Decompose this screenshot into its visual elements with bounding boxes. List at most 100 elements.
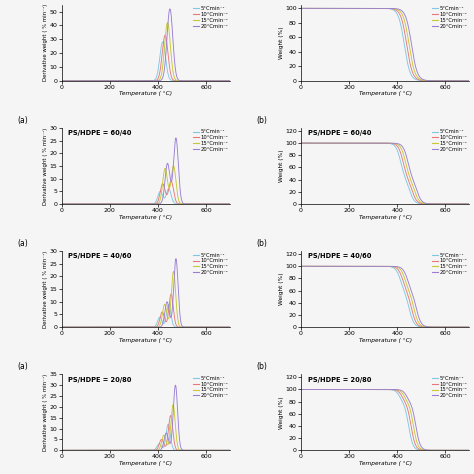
- 10°Cmin⁻¹: [298, 140, 304, 146]
- 10°Cmin⁻¹: [430, 78, 436, 83]
- 5°Cmin⁻¹: [380, 6, 385, 11]
- 15°Cmin⁻¹: [222, 324, 228, 330]
- 20°Cmin⁻¹: [191, 201, 197, 207]
- 15°Cmin⁻¹: [141, 78, 146, 83]
- 10°Cmin⁻¹: [466, 324, 472, 330]
- 20°Cmin⁻¹: [191, 78, 197, 83]
- 20°Cmin⁻¹: [462, 447, 467, 453]
- X-axis label: Temperature ( °C): Temperature ( °C): [358, 215, 411, 219]
- 20°Cmin⁻¹: [67, 447, 73, 453]
- Text: PS/HDPE = 40/60: PS/HDPE = 40/60: [308, 254, 371, 259]
- Text: (b): (b): [256, 362, 267, 371]
- 15°Cmin⁻¹: [462, 324, 467, 330]
- 15°Cmin⁻¹: [67, 324, 73, 330]
- 20°Cmin⁻¹: [307, 140, 312, 146]
- 15°Cmin⁻¹: [380, 264, 385, 269]
- 5°Cmin⁻¹: [466, 201, 472, 207]
- 20°Cmin⁻¹: [227, 447, 233, 453]
- 15°Cmin⁻¹: [380, 387, 385, 392]
- 20°Cmin⁻¹: [380, 140, 385, 146]
- 10°Cmin⁻¹: [375, 140, 381, 146]
- 5°Cmin⁻¹: [298, 6, 304, 11]
- Line: 20°Cmin⁻¹: 20°Cmin⁻¹: [62, 9, 230, 81]
- X-axis label: Temperature ( °C): Temperature ( °C): [119, 215, 173, 219]
- 15°Cmin⁻¹: [307, 6, 312, 11]
- Line: 5°Cmin⁻¹: 5°Cmin⁻¹: [62, 424, 230, 450]
- 15°Cmin⁻¹: [191, 447, 197, 453]
- 20°Cmin⁻¹: [307, 264, 312, 269]
- 20°Cmin⁻¹: [222, 78, 228, 83]
- Line: 20°Cmin⁻¹: 20°Cmin⁻¹: [62, 385, 230, 450]
- 10°Cmin⁻¹: [67, 201, 73, 207]
- 15°Cmin⁻¹: [307, 264, 312, 269]
- 15°Cmin⁻¹: [227, 78, 233, 83]
- 10°Cmin⁻¹: [67, 78, 73, 83]
- 15°Cmin⁻¹: [462, 78, 467, 83]
- Y-axis label: Derivative weight ( % min⁻¹): Derivative weight ( % min⁻¹): [43, 250, 48, 328]
- 5°Cmin⁻¹: [375, 6, 381, 11]
- 5°Cmin⁻¹: [375, 264, 381, 269]
- 10°Cmin⁻¹: [380, 387, 385, 392]
- Y-axis label: Derivative weight ( % min⁻¹): Derivative weight ( % min⁻¹): [43, 128, 48, 205]
- 20°Cmin⁻¹: [222, 447, 228, 453]
- 10°Cmin⁻¹: [141, 324, 146, 330]
- 15°Cmin⁻¹: [227, 201, 233, 207]
- 20°Cmin⁻¹: [136, 447, 142, 453]
- 5°Cmin⁻¹: [227, 78, 233, 83]
- 5°Cmin⁻¹: [59, 447, 64, 453]
- Text: (b): (b): [256, 239, 267, 248]
- 20°Cmin⁻¹: [227, 78, 233, 83]
- 5°Cmin⁻¹: [166, 186, 172, 191]
- Y-axis label: Weight (%): Weight (%): [279, 273, 283, 305]
- Y-axis label: Weight (%): Weight (%): [279, 27, 283, 59]
- 10°Cmin⁻¹: [298, 387, 304, 392]
- 20°Cmin⁻¹: [307, 6, 312, 11]
- Line: 15°Cmin⁻¹: 15°Cmin⁻¹: [62, 166, 230, 204]
- 10°Cmin⁻¹: [59, 447, 64, 453]
- 10°Cmin⁻¹: [227, 201, 233, 207]
- 10°Cmin⁻¹: [136, 78, 142, 83]
- 5°Cmin⁻¹: [222, 324, 228, 330]
- 5°Cmin⁻¹: [67, 447, 73, 453]
- 15°Cmin⁻¹: [462, 78, 467, 83]
- 15°Cmin⁻¹: [141, 324, 146, 330]
- Line: 10°Cmin⁻¹: 10°Cmin⁻¹: [62, 181, 230, 204]
- 10°Cmin⁻¹: [298, 264, 304, 269]
- Legend: 5°Cmin⁻¹, 10°Cmin⁻¹, 15°Cmin⁻¹, 20°Cmin⁻¹: 5°Cmin⁻¹, 10°Cmin⁻¹, 15°Cmin⁻¹, 20°Cmin⁻…: [192, 6, 229, 29]
- 20°Cmin⁻¹: [67, 201, 73, 207]
- 20°Cmin⁻¹: [298, 140, 304, 146]
- 15°Cmin⁻¹: [466, 324, 472, 330]
- 10°Cmin⁻¹: [136, 324, 142, 330]
- 10°Cmin⁻¹: [227, 324, 233, 330]
- 10°Cmin⁻¹: [67, 447, 73, 453]
- 15°Cmin⁻¹: [164, 20, 170, 26]
- 20°Cmin⁻¹: [462, 324, 467, 330]
- 20°Cmin⁻¹: [136, 324, 142, 330]
- 5°Cmin⁻¹: [136, 201, 142, 207]
- Y-axis label: Weight (%): Weight (%): [279, 396, 283, 428]
- Line: 15°Cmin⁻¹: 15°Cmin⁻¹: [301, 9, 469, 81]
- 5°Cmin⁻¹: [380, 264, 385, 269]
- 5°Cmin⁻¹: [136, 447, 142, 453]
- 15°Cmin⁻¹: [170, 402, 176, 408]
- 15°Cmin⁻¹: [222, 201, 228, 207]
- 10°Cmin⁻¹: [227, 447, 233, 453]
- 20°Cmin⁻¹: [298, 264, 304, 269]
- Line: 5°Cmin⁻¹: 5°Cmin⁻¹: [62, 304, 230, 327]
- 10°Cmin⁻¹: [375, 387, 381, 392]
- 20°Cmin⁻¹: [191, 324, 197, 330]
- 5°Cmin⁻¹: [462, 324, 467, 330]
- 10°Cmin⁻¹: [222, 324, 228, 330]
- 20°Cmin⁻¹: [380, 387, 385, 392]
- X-axis label: Temperature ( °C): Temperature ( °C): [358, 461, 411, 466]
- 15°Cmin⁻¹: [171, 268, 176, 274]
- 5°Cmin⁻¹: [136, 324, 142, 330]
- 15°Cmin⁻¹: [222, 324, 228, 330]
- 15°Cmin⁻¹: [136, 324, 142, 330]
- 5°Cmin⁻¹: [222, 78, 228, 83]
- Legend: 5°Cmin⁻¹, 10°Cmin⁻¹, 15°Cmin⁻¹, 20°Cmin⁻¹: 5°Cmin⁻¹, 10°Cmin⁻¹, 15°Cmin⁻¹, 20°Cmin⁻…: [192, 252, 229, 275]
- 20°Cmin⁻¹: [141, 201, 146, 207]
- 5°Cmin⁻¹: [430, 201, 436, 207]
- 5°Cmin⁻¹: [375, 387, 381, 392]
- 10°Cmin⁻¹: [307, 6, 312, 11]
